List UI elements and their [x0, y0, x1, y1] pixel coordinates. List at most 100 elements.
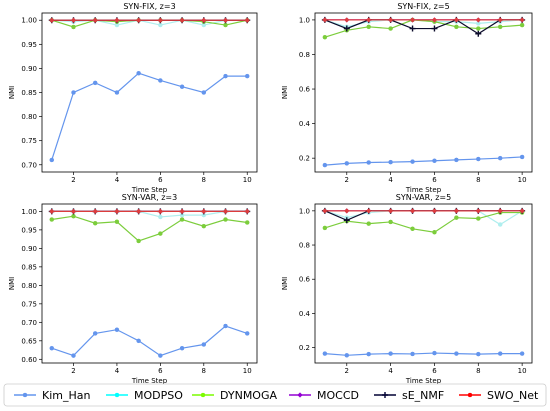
x-tick-label: 4 — [388, 176, 393, 184]
data-point-kim-han — [71, 90, 76, 95]
legend-marker-dynmoga — [200, 392, 206, 398]
data-point-kim-han — [223, 73, 228, 79]
data-point-dynmoga — [388, 219, 393, 225]
data-point-kim-han — [366, 160, 371, 165]
data-point-swo-net — [222, 208, 229, 214]
x-tick-label: 4 — [388, 367, 393, 375]
panel-syn-fix-z5: SYN-FIX, z=5 2 4 6 8 10 0.2 0.4 0.6 0.8 1.0 Time St… — [281, 2, 533, 194]
series-swo-net — [49, 208, 250, 214]
panel-title: SYN-FIX, z=5 — [397, 2, 449, 11]
panel-syn-var-z5: SYN-VAR, z=5 2 4 6 8 10 0.2 0.4 0.6 0.8 1.0 Time St… — [281, 193, 533, 385]
x-tick-label: 6 — [432, 367, 437, 375]
data-point-swo-net — [388, 208, 394, 214]
axes-frame — [314, 12, 533, 173]
data-point-dynmoga — [322, 34, 328, 40]
data-point-kim-han — [71, 353, 76, 358]
x-tick-label: 2 — [71, 367, 75, 375]
data-point-swo-net — [136, 17, 142, 23]
x-tick-label: 10 — [518, 367, 527, 375]
y-tick-label: 0.95 — [21, 226, 37, 234]
y-tick-label: 1.00 — [21, 208, 37, 216]
x-tick-label: 10 — [243, 367, 252, 375]
y-tick-label: 0.65 — [21, 337, 37, 345]
data-point-dynmoga — [519, 22, 525, 28]
data-point-swo-net — [409, 208, 416, 214]
data-point-dynmoga — [476, 26, 481, 31]
legend-label: SWO_Net — [487, 389, 539, 402]
data-point-kim-han — [454, 351, 459, 356]
y-tick-label: 0.8 — [299, 242, 310, 250]
series-kim-han — [49, 70, 250, 163]
data-point-dynmoga — [71, 24, 76, 30]
legend-marker-kim-han — [22, 392, 28, 398]
data-point-swo-net — [475, 208, 481, 214]
data-point-swo-net — [366, 17, 372, 23]
series-line-kim-han — [51, 325, 248, 357]
data-point-kim-han — [344, 353, 350, 358]
data-point-dynmoga — [244, 220, 250, 225]
legend-label: sE_NMF — [402, 389, 444, 402]
data-point-swo-net — [344, 208, 350, 214]
data-point-swo-net — [114, 208, 120, 214]
data-point-swo-net — [388, 17, 394, 23]
x-tick-label: 2 — [345, 367, 349, 375]
data-point-swo-net — [244, 208, 250, 214]
data-point-kim-han — [476, 351, 481, 357]
data-point-se-nmf — [475, 30, 482, 37]
data-point-dynmoga — [158, 231, 163, 236]
data-point-dynmoga — [223, 22, 228, 28]
data-point-swo-net — [92, 208, 98, 214]
data-point-kim-han — [519, 351, 525, 356]
data-point-kim-han — [388, 159, 393, 165]
legend-marker-modpso — [114, 392, 120, 398]
data-point-kim-han — [92, 331, 98, 336]
x-axis-label: Time Step — [405, 186, 442, 194]
data-point-swo-net — [409, 17, 416, 23]
data-point-swo-net — [519, 17, 525, 23]
data-point-swo-net — [366, 208, 372, 214]
data-point-kim-han — [366, 351, 371, 357]
panel-syn-var-z3: SYN-VAR, z=3 2 4 6 8 10 0.60 0.65 0.70 0.75 0.80 0.… — [8, 193, 258, 385]
panel-title: SYN-VAR, z=5 — [396, 193, 451, 202]
data-point-kim-han — [497, 155, 503, 161]
legend-marker-moccd — [297, 392, 303, 398]
x-tick-label: 4 — [115, 176, 120, 184]
y-tick-label: 0.2 — [299, 344, 310, 352]
data-point-kim-han — [454, 157, 459, 163]
legend-label: MODPSO — [134, 389, 183, 402]
data-point-swo-net — [453, 208, 459, 214]
legend-item-moccd: MOCCD — [289, 389, 359, 402]
series-line-modpso — [51, 210, 248, 218]
x-tick-label: 2 — [345, 176, 349, 184]
y-axis-label: NMI — [281, 86, 289, 99]
legend: Kim_Han MODPSO DYNMOGA MOCCD sE_NMF SWO_Net — [3, 383, 547, 407]
data-point-kim-han — [432, 158, 437, 164]
series-kim-han — [322, 154, 525, 168]
data-point-dynmoga — [366, 24, 371, 30]
data-point-dynmoga — [432, 229, 437, 235]
data-point-swo-net — [497, 208, 503, 214]
data-point-swo-net — [179, 208, 185, 214]
x-axis-label: Time Step — [131, 377, 168, 385]
x-axis-label: Time Step — [405, 377, 442, 385]
series-line-kim-han — [51, 72, 248, 161]
legend-item-modpso: MODPSO — [106, 389, 183, 402]
data-point-kim-han — [179, 84, 185, 89]
y-tick-label: 0.75 — [21, 300, 37, 308]
y-tick-label: 0.80 — [21, 113, 37, 121]
data-point-swo-net — [431, 17, 438, 23]
y-axis-label: NMI — [8, 277, 16, 290]
series-dynmoga — [322, 210, 525, 235]
data-point-kim-han — [179, 345, 185, 351]
legend-item-se-nmf: sE_NMF — [374, 389, 444, 402]
panel-title: SYN-FIX, z=3 — [123, 2, 175, 11]
data-point-swo-net — [322, 208, 328, 214]
data-point-kim-han — [136, 70, 141, 76]
legend-label: Kim_Han — [42, 389, 90, 402]
data-point-kim-han — [322, 162, 328, 168]
x-tick-label: 6 — [158, 176, 163, 184]
data-point-swo-net — [70, 208, 77, 214]
data-point-swo-net — [70, 17, 77, 23]
data-point-dynmoga — [366, 221, 371, 226]
